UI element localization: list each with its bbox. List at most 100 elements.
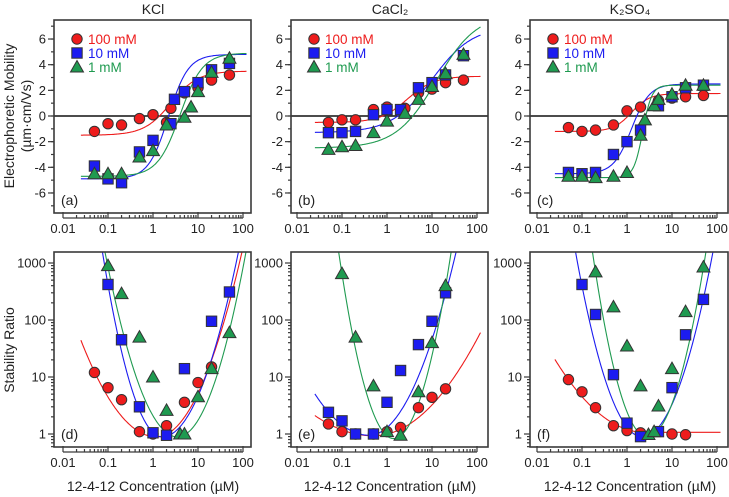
x-tick-label: 0.01	[524, 221, 549, 236]
y-tick-label: 100	[24, 313, 46, 328]
y-tick-label: 1	[39, 427, 46, 442]
data-point	[115, 119, 128, 131]
data-point	[588, 264, 603, 278]
data-point	[621, 105, 633, 117]
data-point	[100, 166, 116, 180]
y-tick-label: 2	[39, 83, 46, 98]
x-tick-label: 0.01	[284, 455, 309, 470]
data-point	[102, 117, 114, 130]
data-point	[394, 364, 407, 377]
y-tick-label: 4	[276, 57, 283, 72]
data-point	[133, 425, 146, 438]
plot-frame	[290, 19, 489, 214]
y-tick-label: -6	[510, 185, 522, 200]
data-point	[349, 125, 362, 138]
x-tick-label: 100	[232, 221, 254, 236]
x-tick-label: 1	[623, 221, 630, 236]
panel-letter: (e)	[298, 426, 315, 442]
data-point	[204, 64, 219, 78]
data-point	[664, 361, 680, 375]
data-point	[679, 329, 692, 341]
legend-marker	[547, 33, 559, 45]
x-axis-label-d: 12-4-12 Concentration (µM)	[67, 478, 239, 494]
data-point	[424, 335, 440, 349]
data-point	[114, 286, 129, 300]
x-tick-label: 10	[191, 455, 205, 470]
y-tick-label: 2	[515, 83, 522, 98]
data-point	[411, 91, 426, 105]
x-tick-label: 0.1	[99, 221, 117, 236]
data-point	[678, 77, 693, 91]
data-point	[588, 170, 603, 184]
y-axis-label-mobility-unit: (µm·cm/Vs)	[18, 80, 34, 153]
legend-marker	[545, 59, 561, 73]
series-1-mM	[87, 50, 237, 180]
data-point	[322, 406, 335, 419]
data-point	[646, 424, 662, 438]
x-tick-label: 1	[149, 455, 156, 470]
data-point	[133, 401, 146, 413]
data-point	[366, 378, 381, 392]
x-tick-label: 1	[623, 455, 630, 470]
x-tick-label: 10	[191, 221, 205, 236]
panel-f: 0.01 0.1 1 10 100 1 10 100 1000 (f)	[493, 251, 729, 470]
panel-letter: (f)	[537, 426, 550, 442]
data-point	[679, 429, 692, 441]
data-point	[321, 141, 336, 155]
x-tick-label: 0.01	[50, 455, 75, 470]
data-point	[633, 127, 648, 141]
data-point	[223, 69, 236, 81]
legend-label: 10 mM	[88, 46, 129, 61]
x-tick-label: 10	[425, 221, 439, 236]
legend-marker	[71, 33, 83, 45]
series-1-mM	[588, 259, 711, 441]
data-point	[205, 315, 218, 327]
series-1-mM	[321, 46, 471, 155]
data-point	[607, 119, 620, 131]
data-point	[159, 402, 174, 416]
data-point	[412, 338, 425, 351]
x-tick-label: 0.1	[333, 221, 351, 236]
data-point	[88, 125, 101, 138]
y-tick-label: 0	[39, 109, 46, 124]
data-point	[183, 99, 199, 113]
y-tick-label: -4	[271, 160, 283, 175]
x-tick-label: 100	[232, 455, 254, 470]
data-point	[411, 384, 426, 398]
data-point	[160, 419, 173, 432]
series-100-mM	[322, 74, 470, 129]
y-tick-label: 6	[39, 32, 46, 47]
data-point	[621, 135, 633, 148]
data-point	[132, 329, 147, 343]
plot-frame	[529, 251, 729, 448]
y-tick-label: 0	[515, 109, 522, 124]
legend-label: 100 mM	[88, 32, 137, 47]
data-point	[115, 393, 128, 406]
data-point	[562, 373, 575, 386]
fit-curves	[314, 252, 481, 440]
data-point	[178, 396, 191, 408]
series-10-mM	[322, 287, 452, 440]
legend-label: 1 mM	[88, 60, 122, 75]
x-tick-label: 10	[425, 455, 439, 470]
data-point	[322, 126, 335, 139]
plot-frame	[53, 19, 252, 214]
data-point	[190, 84, 206, 98]
data-point	[561, 168, 576, 182]
legend-marker	[547, 47, 559, 59]
data-point	[426, 315, 438, 327]
data-point	[576, 386, 588, 398]
data-point	[424, 78, 440, 92]
panel-title: K₂SO₄	[610, 1, 651, 17]
data-point	[651, 398, 666, 412]
data-point	[178, 362, 191, 375]
data-point	[397, 105, 413, 119]
data-point	[114, 166, 129, 180]
x-axis-label-f: 12-4-12 Concentration (µM)	[544, 478, 716, 494]
data-point	[223, 286, 236, 298]
x-axis-label-e: 12-4-12 Concentration (µM)	[304, 478, 476, 494]
data-point	[145, 369, 161, 383]
y-axis-label-mobility: Electrophoretic Mobility	[1, 44, 17, 189]
data-point	[145, 143, 161, 157]
